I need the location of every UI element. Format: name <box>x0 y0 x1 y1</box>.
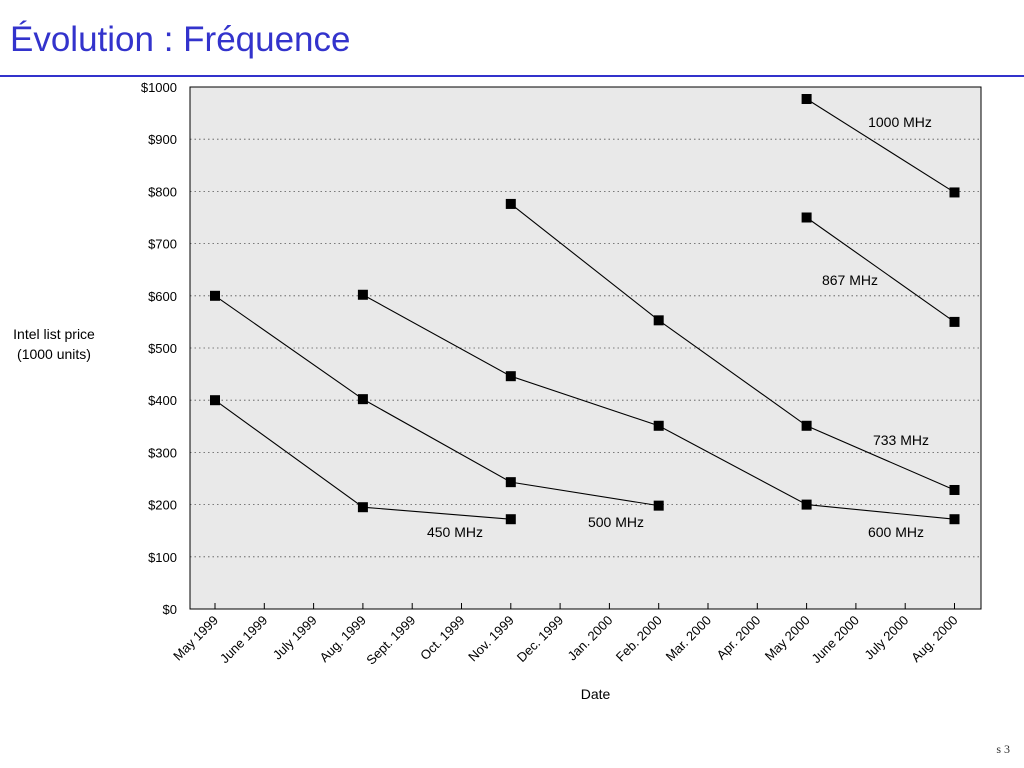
x-tick-label: Feb. 2000 <box>613 613 665 665</box>
series-line-1000-mhz <box>806 98 955 193</box>
series-label-867-mhz: 867 MHz <box>822 272 878 288</box>
y-tick-label: $200 <box>148 498 177 513</box>
data-point-1000-mhz <box>801 94 812 105</box>
series-label-450-mhz: 450 MHz <box>427 524 483 540</box>
data-point-600-mhz <box>505 371 516 382</box>
data-point-733-mhz <box>801 420 812 431</box>
x-tick-label: July 2000 <box>861 613 911 663</box>
data-point-500-mhz <box>505 477 516 488</box>
x-tick-label: Apr. 2000 <box>713 613 763 663</box>
data-point-733-mhz <box>505 198 516 209</box>
data-point-600-mhz <box>801 499 812 510</box>
data-point-500-mhz <box>653 500 664 511</box>
series-label-600-mhz: 600 MHz <box>868 524 924 540</box>
data-point-733-mhz <box>653 315 664 326</box>
y-tick-label: $600 <box>148 289 177 304</box>
data-point-733-mhz <box>949 484 960 495</box>
x-tick-label: May 2000 <box>762 613 813 664</box>
data-point-1000-mhz <box>949 187 960 198</box>
x-tick-label: May 1999 <box>170 613 221 664</box>
x-tick-label: Dec. 1999 <box>514 613 567 666</box>
data-point-500-mhz <box>210 290 220 301</box>
x-axis-title: Date <box>581 686 611 702</box>
x-tick-label: Nov. 1999 <box>465 613 517 665</box>
series-line-867-mhz <box>806 217 955 323</box>
slide-number: s 3 <box>996 742 1010 756</box>
y-axis-title: (1000 units) <box>17 346 91 362</box>
y-tick-label: $800 <box>148 184 177 199</box>
x-tick-label: June 2000 <box>808 613 862 667</box>
y-tick-label: $900 <box>148 132 177 147</box>
data-point-867-mhz <box>801 212 812 223</box>
y-tick-label: $0 <box>163 602 177 617</box>
x-tick-label: Oct. 1999 <box>417 613 467 663</box>
y-tick-label: $500 <box>148 341 177 356</box>
data-point-600-mhz <box>949 514 960 525</box>
plot-area <box>190 87 981 609</box>
x-tick-label: July 1999 <box>270 613 320 663</box>
series-label-733-mhz: 733 MHz <box>873 432 929 448</box>
y-tick-label: $1000 <box>141 80 177 95</box>
x-tick-label: Aug. 1999 <box>316 613 369 666</box>
title-divider <box>0 75 1024 77</box>
x-tick-label: Jan. 2000 <box>565 613 616 664</box>
data-point-450-mhz <box>357 502 368 513</box>
y-tick-label: $700 <box>148 237 177 252</box>
data-point-867-mhz <box>949 316 960 327</box>
x-tick-label: Sept. 1999 <box>363 613 418 668</box>
y-tick-label: $100 <box>148 550 177 565</box>
series-line-500-mhz <box>214 295 659 507</box>
series-label-500-mhz: 500 MHz <box>588 514 644 530</box>
plot-frame <box>189 86 982 610</box>
x-tick-label: Aug. 2000 <box>908 613 961 666</box>
series-line-733-mhz <box>510 203 955 491</box>
data-point-600-mhz <box>653 420 664 431</box>
y-tick-label: $400 <box>148 393 177 408</box>
data-point-450-mhz <box>505 514 516 525</box>
data-point-600-mhz <box>357 289 368 300</box>
slide-title: Évolution : Fréquence <box>10 20 351 59</box>
data-point-450-mhz <box>210 395 220 406</box>
data-point-500-mhz <box>357 394 368 405</box>
x-tick-label: June 1999 <box>217 613 271 667</box>
y-axis-title: Intel list price <box>13 326 95 342</box>
y-tick-label: $300 <box>148 445 177 460</box>
x-tick-label: Mar. 2000 <box>663 613 714 664</box>
series-label-1000-mhz: 1000 MHz <box>868 114 932 130</box>
